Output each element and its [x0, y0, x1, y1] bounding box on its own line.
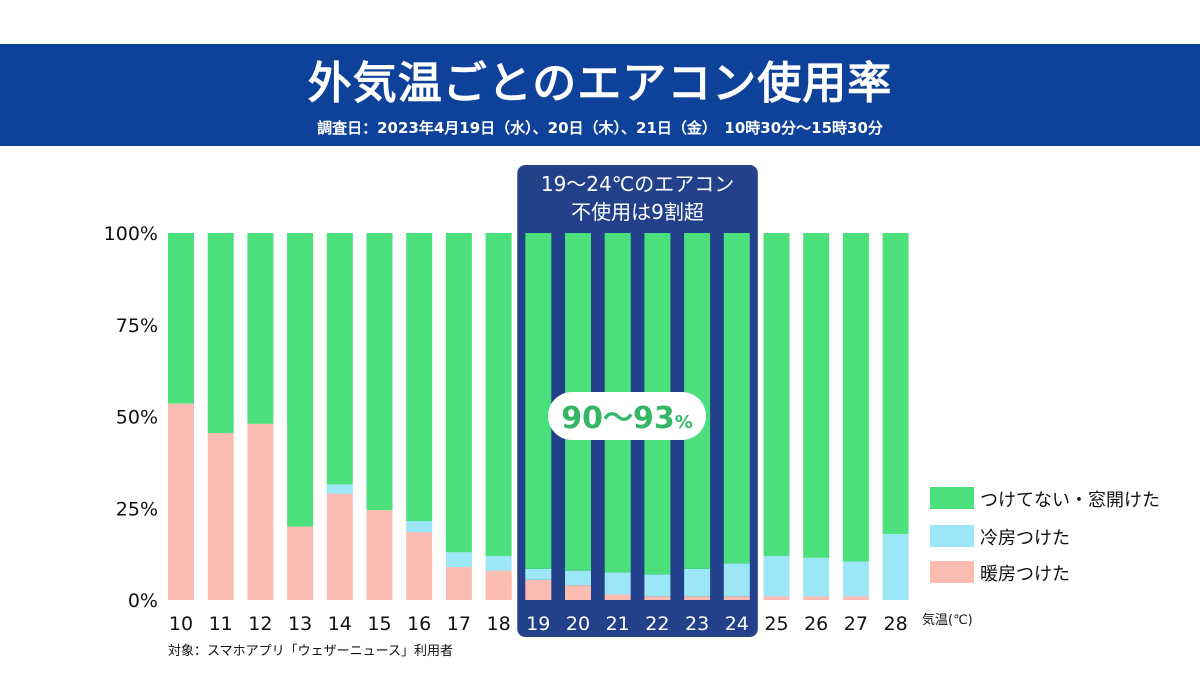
x-tick-label: 18	[487, 613, 511, 635]
x-tick-label: 24	[725, 613, 749, 635]
x-tick-label: 25	[764, 613, 788, 635]
y-tick-label: 0%	[128, 590, 158, 612]
callout-value: 90〜93%	[561, 401, 693, 436]
bar-cooling-19	[525, 568, 552, 580]
bar-heating-23	[684, 596, 711, 600]
legend-swatch-heating	[930, 561, 974, 583]
bar-cooling-28	[882, 533, 909, 600]
bar-cooling-25	[763, 555, 790, 597]
title-banner: 外気温ごとのエアコン使用率 調査日：2023年4月19日（水）、20日（木）、2…	[0, 44, 1200, 146]
bar-cooling-22	[644, 574, 671, 597]
x-tick-label: 12	[248, 613, 272, 635]
bar-cooling-20	[565, 570, 591, 586]
x-tick-label: 10	[169, 613, 193, 635]
bar-no-ac-13	[287, 233, 314, 527]
bar-no-ac-18	[485, 233, 512, 556]
bar-no-ac-27	[842, 233, 869, 562]
bar-no-ac-14	[326, 233, 353, 485]
bar-cooling-24	[723, 563, 750, 597]
bar-heating-20	[565, 585, 591, 600]
x-tick-label: 11	[209, 613, 233, 635]
callout-unit: %	[675, 412, 693, 433]
bar-heating-27	[842, 596, 869, 600]
bar-heating-10	[168, 403, 194, 600]
bar-cooling-26	[803, 557, 830, 597]
page-title: 外気温ごとのエアコン使用率	[307, 58, 893, 109]
survey-dates: 調査日：2023年4月19日（水）、20日（木）、21日（金） 10時30分〜1…	[317, 119, 883, 137]
bar-no-ac-17	[445, 233, 472, 553]
x-tick-label: 27	[844, 613, 868, 635]
x-tick-label: 16	[407, 613, 431, 635]
bar-heating-22	[644, 596, 671, 600]
bar-heating-14	[326, 493, 353, 600]
highlight-label-line1: 19〜24℃のエアコン	[541, 172, 734, 196]
bar-heating-26	[803, 596, 830, 600]
bar-cooling-21	[604, 572, 631, 595]
legend-swatch-cooling	[930, 525, 974, 547]
x-axis-label: 気温(℃)	[922, 612, 973, 628]
bar-no-ac-19	[525, 233, 552, 569]
bar-no-ac-12	[247, 233, 274, 424]
bar-heating-25	[763, 596, 790, 600]
callout-bubble	[548, 392, 706, 440]
legend-label-no-ac: つけてない・窓開けた	[980, 490, 1160, 511]
bar-heating-21	[604, 594, 631, 600]
bar-heating-11	[207, 433, 234, 600]
x-tick-label: 17	[447, 613, 471, 635]
bar-heating-24	[723, 596, 750, 600]
footnote: 対象：スマホアプリ「ウェザーニュース」利用者	[168, 644, 453, 659]
bar-heating-17	[445, 566, 472, 600]
bar-no-ac-28	[882, 233, 909, 534]
bar-heating-15	[366, 510, 393, 600]
bar-no-ac-25	[763, 233, 790, 556]
y-tick-label: 25%	[116, 498, 158, 520]
x-tick-label: 19	[526, 613, 550, 635]
bar-cooling-27	[842, 561, 869, 597]
x-tick-label: 13	[288, 613, 312, 635]
bar-no-ac-26	[803, 233, 830, 558]
bar-heating-18	[485, 570, 512, 600]
bar-heating-19	[525, 579, 552, 600]
x-tick-label: 28	[884, 613, 908, 635]
bar-heating-16	[406, 532, 433, 600]
y-tick-label: 100%	[104, 223, 158, 245]
bar-heating-12	[247, 423, 274, 600]
bar-no-ac-11	[207, 233, 234, 434]
bar-no-ac-10	[168, 233, 194, 404]
bar-no-ac-16	[406, 233, 433, 522]
legend-swatch-no-ac	[930, 487, 974, 509]
bar-cooling-16	[406, 521, 433, 533]
bar-heating-13	[287, 526, 314, 600]
x-tick-label: 23	[685, 613, 709, 635]
x-tick-label: 15	[367, 613, 391, 635]
bar-cooling-18	[485, 555, 512, 571]
y-tick-label: 50%	[116, 407, 158, 429]
x-tick-label: 26	[804, 613, 828, 635]
x-tick-label: 21	[606, 613, 630, 635]
x-tick-label: 20	[566, 613, 590, 635]
bar-no-ac-24	[723, 233, 750, 564]
legend-label-cooling: 冷房つけた	[980, 528, 1070, 549]
legend-label-heating: 暖房つけた	[980, 564, 1070, 585]
highlight-label-line2: 不使用は9割超	[571, 200, 704, 224]
y-tick-label: 75%	[116, 315, 158, 337]
x-tick-label: 22	[645, 613, 669, 635]
callout-number: 90〜93	[561, 401, 675, 436]
x-tick-label: 14	[328, 613, 352, 635]
bar-cooling-14	[326, 484, 353, 494]
bar-cooling-23	[684, 568, 711, 597]
bar-cooling-17	[445, 552, 472, 567]
bar-no-ac-15	[366, 233, 393, 511]
